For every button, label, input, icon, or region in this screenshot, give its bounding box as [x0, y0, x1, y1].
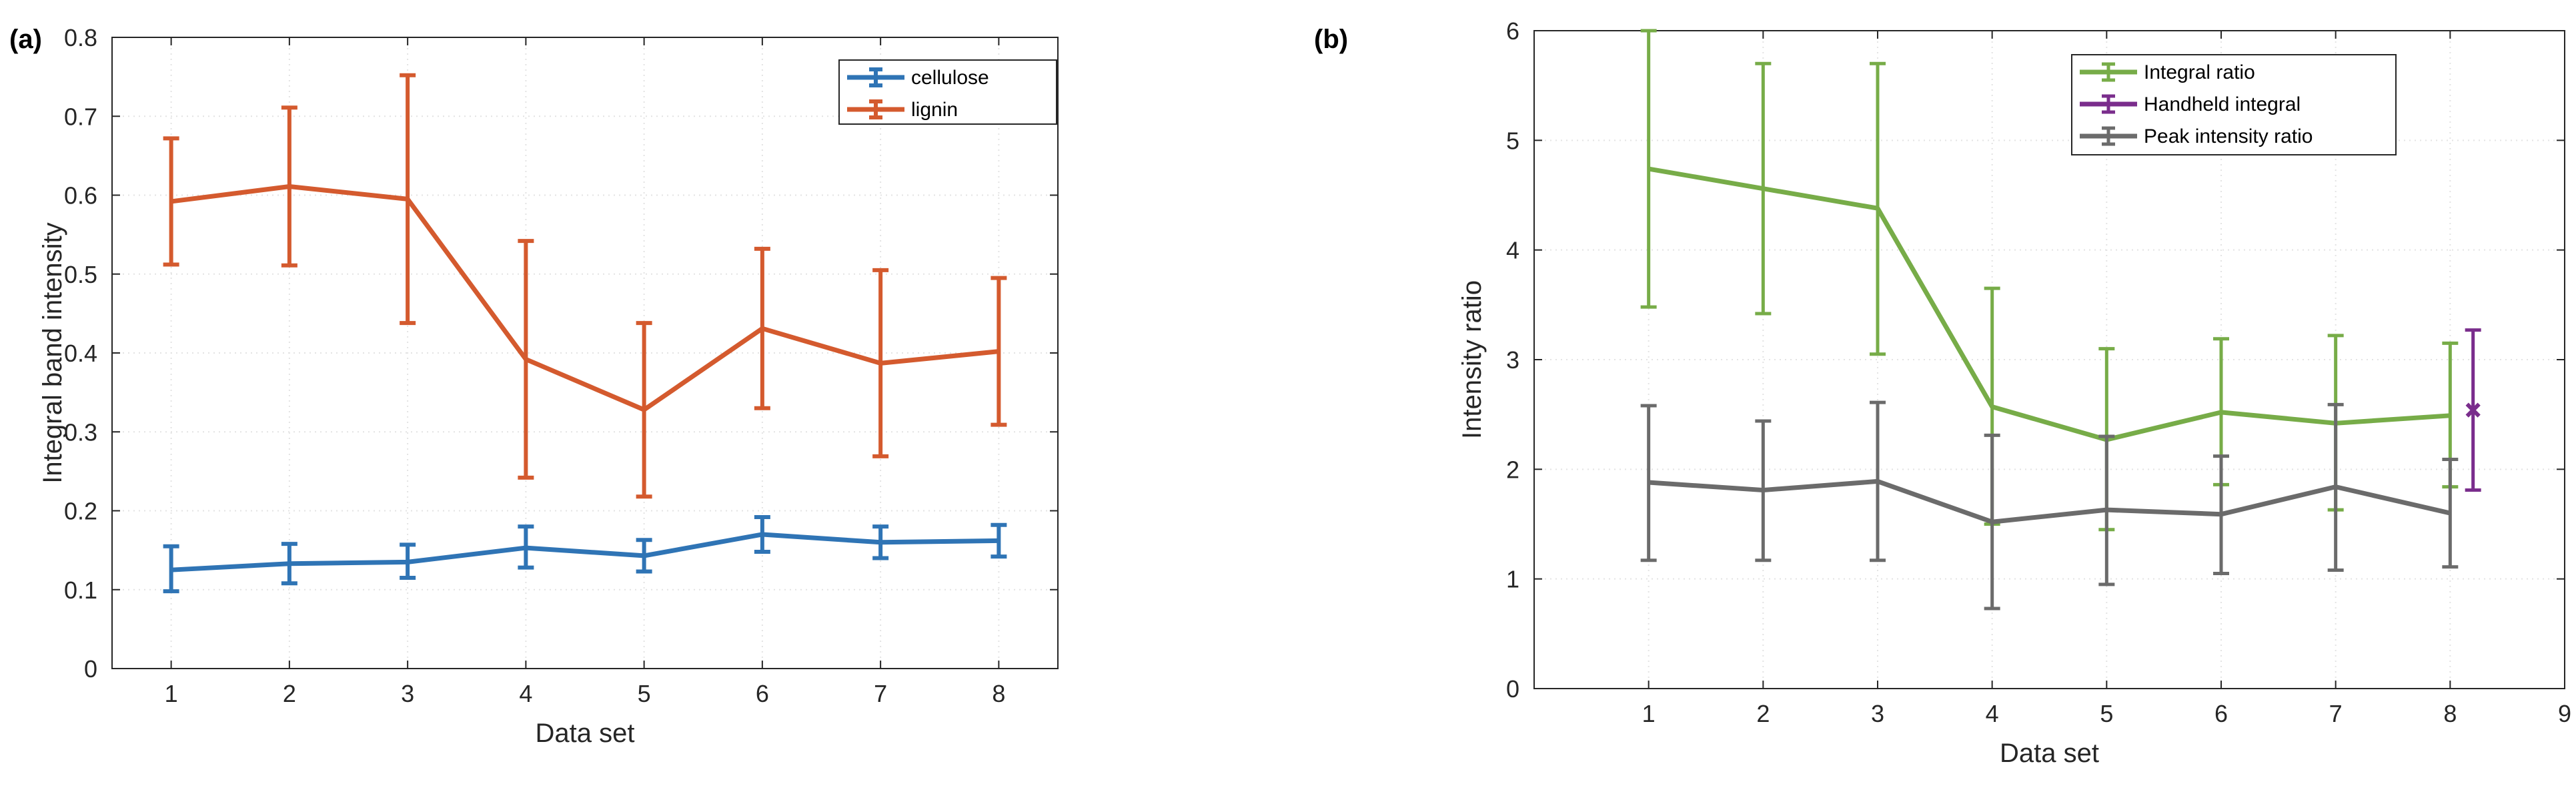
y-tick-label: 4 [1506, 237, 1519, 264]
legend-label-lignin: lignin [911, 99, 958, 121]
data-point-peak-intensity-ratio [1762, 489, 1764, 491]
x-tick-label: 6 [756, 680, 769, 707]
x-axis-label: Data set [2000, 739, 2099, 768]
y-tick-label: 0.8 [64, 24, 97, 51]
series-line-cellulose [171, 532, 999, 572]
y-tick-label: 0.2 [64, 498, 97, 525]
legend: cellulose lignin [838, 59, 1057, 125]
data-point-lignin [880, 362, 882, 364]
y-tick-label: 6 [1506, 17, 1519, 45]
x-tick-label: 9 [2558, 700, 2571, 727]
data-point-integral-ratio [2449, 414, 2451, 416]
series-cellulose [163, 514, 1007, 594]
x-tick-label: 3 [401, 680, 414, 707]
legend: Integral ratio Handheld integral Peak inte… [2071, 54, 2397, 155]
data-point-peak-intensity-ratio [1991, 521, 1993, 523]
data-point-cellulose [643, 554, 645, 556]
data-point-integral-ratio [1762, 187, 1764, 189]
x-tick-label: 6 [2214, 700, 2228, 727]
data-point-cellulose [170, 569, 172, 571]
series-lignin [163, 73, 1007, 499]
y-tick-label: 5 [1506, 127, 1519, 154]
y-tick-label: 0 [84, 655, 97, 683]
x-tick-label: 4 [519, 680, 532, 707]
data-point-integral-ratio [1877, 208, 1878, 210]
x-tick-label: 8 [992, 680, 1005, 707]
series-line-lignin [171, 183, 999, 412]
x-tick-label: 7 [874, 680, 887, 707]
y-tick-label: 0.7 [64, 103, 97, 130]
data-point-lignin [998, 350, 1000, 352]
y-tick-label: 0.4 [64, 340, 97, 367]
panel-a: 1 2 3 4 5 6 7 8 0 0.1 0.2 0.3 0.4 0.5 0.6 0.7 0.8 Data se… [9, 24, 1059, 748]
x-tick-label: 5 [638, 680, 651, 707]
panel-b: 1 2 3 4 5 6 7 8 9 0 1 2 3 4 5 6 Data set Intensity ratio (… [1314, 17, 2571, 768]
x-tick-label: 7 [2329, 700, 2343, 727]
y-tick-label: 0 [1506, 675, 1519, 703]
y-tick-label: 0.3 [64, 418, 97, 446]
x-tick-label: 1 [165, 680, 178, 707]
y-tick-label: 2 [1506, 456, 1519, 483]
data-point-cellulose [407, 561, 409, 563]
x-tick-label: 5 [2100, 700, 2113, 727]
data-point-lignin [761, 328, 763, 330]
data-point-lignin [643, 409, 645, 411]
x-tick-label: 2 [1756, 700, 1770, 727]
y-tick-label: 0.6 [64, 182, 97, 210]
data-point-lignin [170, 200, 172, 202]
legend-label-peak-intensity-ratio: Peak intensity ratio [2144, 125, 2313, 147]
y-tick-label: 3 [1506, 346, 1519, 374]
y-axis-label: Integral band intensity [38, 222, 67, 483]
x-tick-label: 3 [1871, 700, 1884, 727]
x-tick-label: 8 [2443, 700, 2457, 727]
y-tick-label: 0.5 [64, 261, 97, 288]
data-point-lignin [288, 185, 290, 187]
panel-label: (b) [1314, 25, 1348, 54]
series-line-peak-intensity-ratio [1648, 478, 2451, 524]
data-point-cellulose [761, 533, 763, 535]
legend-label-cellulose: cellulose [911, 67, 989, 89]
x-axis-label: Data set [536, 719, 635, 748]
data-point-peak-intensity-ratio [1648, 482, 1650, 484]
series-handheld-integral [2465, 328, 2481, 492]
data-point-lignin [525, 358, 527, 360]
panel-label: (a) [9, 25, 42, 54]
x-tick-label: 4 [1986, 700, 1999, 727]
data-point-cellulose [525, 547, 527, 549]
y-tick-label: 1 [1506, 566, 1519, 593]
series-line-integral-ratio [1648, 166, 2451, 442]
data-point-peak-intensity-ratio [2335, 486, 2337, 488]
y-axis-label: Intensity ratio [1457, 280, 1487, 439]
data-point-handheld-integral [2465, 402, 2481, 418]
data-point-peak-intensity-ratio [1877, 480, 1878, 482]
legend-label-handheld-integral: Handheld integral [2144, 93, 2301, 115]
x-tick-label: 1 [1642, 700, 1656, 727]
data-point-peak-intensity-ratio [2220, 513, 2222, 515]
x-tick-label: 2 [283, 680, 296, 707]
y-tick-label: 0.1 [64, 576, 97, 604]
series-peak-intensity-ratio [1640, 400, 2459, 611]
data-point-integral-ratio [2220, 411, 2222, 413]
data-point-cellulose [998, 540, 1000, 542]
data-point-peak-intensity-ratio [2106, 509, 2108, 511]
data-point-integral-ratio [1648, 168, 1650, 170]
data-point-cellulose [880, 541, 882, 543]
data-point-integral-ratio [1991, 406, 1993, 408]
data-point-peak-intensity-ratio [2449, 512, 2451, 514]
data-point-cellulose [288, 562, 290, 564]
legend-label-integral-ratio: Integral ratio [2144, 61, 2255, 83]
data-point-lignin [407, 198, 409, 200]
